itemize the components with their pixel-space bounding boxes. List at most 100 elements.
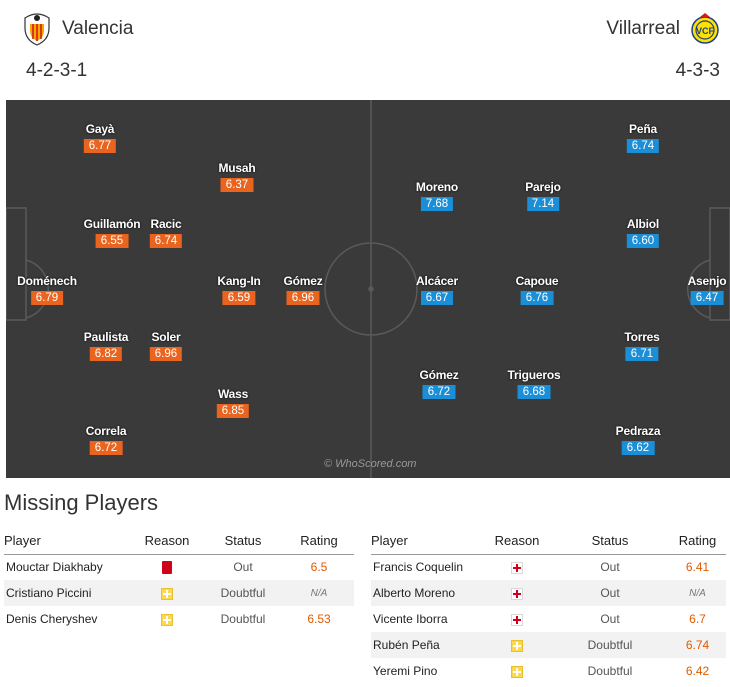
injury-icon bbox=[511, 562, 523, 575]
player-link[interactable]: Francis Coquelin bbox=[373, 560, 464, 575]
status-cell: Doubtful bbox=[220, 612, 266, 626]
player-link[interactable]: Vicente Iborra bbox=[373, 612, 448, 626]
away-team: Villarreal VCF 4-3-3 bbox=[606, 12, 720, 82]
away-player[interactable]: Albiol 6.60 bbox=[626, 217, 660, 249]
player-rating: 6.71 bbox=[625, 347, 659, 361]
away-player[interactable]: Gómez 6.72 bbox=[419, 368, 459, 400]
rating-cell: 6.7 bbox=[689, 612, 706, 626]
player-name: Pedraza bbox=[615, 424, 661, 438]
player-rating: 6.60 bbox=[626, 234, 660, 248]
away-player[interactable]: Peña 6.74 bbox=[626, 122, 660, 154]
player-rating: 6.82 bbox=[89, 347, 123, 361]
away-player[interactable]: Pedraza 6.62 bbox=[616, 424, 661, 456]
status-header[interactable]: Status bbox=[202, 528, 284, 555]
player-name: Gayà bbox=[85, 122, 115, 136]
missing-players-title: Missing Players bbox=[4, 490, 159, 515]
player-link[interactable]: Alberto Moreno bbox=[371, 580, 483, 606]
reason-header[interactable]: Reason bbox=[132, 528, 202, 555]
injury-icon bbox=[511, 587, 523, 600]
away-team-name[interactable]: Villarreal bbox=[606, 18, 680, 39]
status-header[interactable]: Status bbox=[551, 528, 669, 555]
rating-cell: N/A bbox=[284, 580, 354, 606]
home-team-name[interactable]: Valencia bbox=[62, 18, 134, 39]
player-name: Guillamón bbox=[83, 217, 141, 231]
home-player[interactable]: Guillamón 6.55 bbox=[84, 217, 141, 249]
player-name: Peña bbox=[629, 122, 657, 136]
player-name: Soler bbox=[151, 330, 181, 344]
table-row: Vicente Iborra Out 6.7 bbox=[371, 606, 726, 632]
player-rating: 6.79 bbox=[30, 291, 64, 305]
status-cell: Out bbox=[600, 560, 620, 575]
player-rating: 6.76 bbox=[520, 291, 554, 305]
player-name: Albiol bbox=[626, 217, 660, 231]
player-header[interactable]: Player bbox=[4, 528, 132, 555]
away-player[interactable]: Parejo 7.14 bbox=[525, 180, 561, 212]
home-player[interactable]: Kang-In 6.59 bbox=[217, 274, 261, 306]
status-cell: Out bbox=[551, 580, 669, 606]
away-player[interactable]: Moreno 7.68 bbox=[416, 180, 458, 212]
player-rating: 6.47 bbox=[690, 291, 724, 305]
player-rating: 6.96 bbox=[149, 347, 183, 361]
player-rating: 6.37 bbox=[220, 178, 254, 192]
home-player[interactable]: Gómez 6.96 bbox=[283, 274, 323, 306]
table-row: Alberto Moreno Out N/A bbox=[371, 580, 726, 606]
svg-text:VCF: VCF bbox=[696, 26, 715, 36]
reason-header[interactable]: Reason bbox=[483, 528, 551, 555]
away-player[interactable]: Asenjo 6.47 bbox=[688, 274, 727, 306]
player-rating: 6.74 bbox=[626, 139, 660, 153]
player-link[interactable]: Yeremi Pino bbox=[373, 664, 438, 678]
home-player[interactable]: Racic 6.74 bbox=[149, 217, 183, 249]
player-link[interactable]: Rubén Peña bbox=[371, 632, 483, 658]
red-card-icon bbox=[162, 561, 172, 575]
table-row: Francis Coquelin Out 6.41 bbox=[371, 554, 726, 580]
pitch: Gayà 6.77 Musah 6.37 Guillamón 6.55 Raci… bbox=[6, 100, 730, 478]
player-link[interactable]: Cristiano Piccini bbox=[4, 580, 132, 606]
player-rating: 6.62 bbox=[621, 441, 655, 455]
home-player[interactable]: Musah 6.37 bbox=[218, 161, 256, 193]
player-header[interactable]: Player bbox=[371, 528, 483, 555]
rating-cell: 6.53 bbox=[307, 612, 331, 626]
home-player[interactable]: Gayà 6.77 bbox=[83, 122, 117, 154]
home-formation: 4-2-3-1 bbox=[26, 60, 88, 81]
doubtful-icon bbox=[511, 665, 523, 678]
away-player[interactable]: Capoue 6.76 bbox=[516, 274, 559, 306]
player-name: Parejo bbox=[525, 180, 561, 194]
player-name: Kang-In bbox=[217, 274, 261, 288]
player-rating: 6.72 bbox=[89, 441, 123, 455]
home-team: Valencia 4-2-3-1 bbox=[22, 12, 133, 82]
away-player[interactable]: Torres 6.71 bbox=[624, 330, 660, 362]
home-player[interactable]: Soler 6.96 bbox=[149, 330, 183, 362]
player-name: Asenjo bbox=[687, 274, 727, 288]
player-link[interactable]: Denis Cheryshev bbox=[6, 612, 98, 626]
home-player[interactable]: Doménech 6.79 bbox=[17, 274, 77, 306]
status-cell: Out bbox=[233, 560, 253, 575]
home-player[interactable]: Wass 6.85 bbox=[216, 387, 250, 419]
player-name: Moreno bbox=[415, 180, 459, 194]
home-player[interactable]: Correla 6.72 bbox=[86, 424, 127, 456]
player-name: Doménech bbox=[17, 274, 77, 288]
player-name: Gómez bbox=[419, 368, 459, 382]
player-name: Alcácer bbox=[416, 274, 458, 288]
rating-header[interactable]: Rating bbox=[284, 528, 354, 555]
player-name: Correla bbox=[85, 424, 127, 438]
rating-cell: 6.74 bbox=[669, 632, 726, 658]
status-cell: Doubtful bbox=[551, 632, 669, 658]
player-name: Musah bbox=[218, 161, 256, 175]
player-rating: 6.74 bbox=[149, 234, 183, 248]
away-player[interactable]: Trigueros 6.68 bbox=[508, 368, 561, 400]
home-missing-table: Player Reason Status Rating Mouctar Diak… bbox=[4, 528, 354, 632]
doubtful-icon bbox=[161, 613, 173, 626]
player-name: Gómez bbox=[283, 274, 323, 288]
rating-header[interactable]: Rating bbox=[669, 528, 726, 555]
away-player[interactable]: Alcácer 6.67 bbox=[416, 274, 458, 306]
player-rating: 6.59 bbox=[222, 291, 256, 305]
player-name: Trigueros bbox=[507, 368, 561, 382]
player-rating: 7.68 bbox=[420, 197, 454, 211]
home-player[interactable]: Paulista 6.82 bbox=[84, 330, 128, 362]
status-cell: Out bbox=[600, 612, 620, 626]
status-cell: Doubtful bbox=[587, 664, 633, 678]
player-rating: 6.85 bbox=[216, 404, 250, 418]
away-formation: 4-3-3 bbox=[675, 60, 720, 81]
player-name: Paulista bbox=[83, 330, 129, 344]
player-link[interactable]: Mouctar Diakhaby bbox=[6, 560, 103, 575]
